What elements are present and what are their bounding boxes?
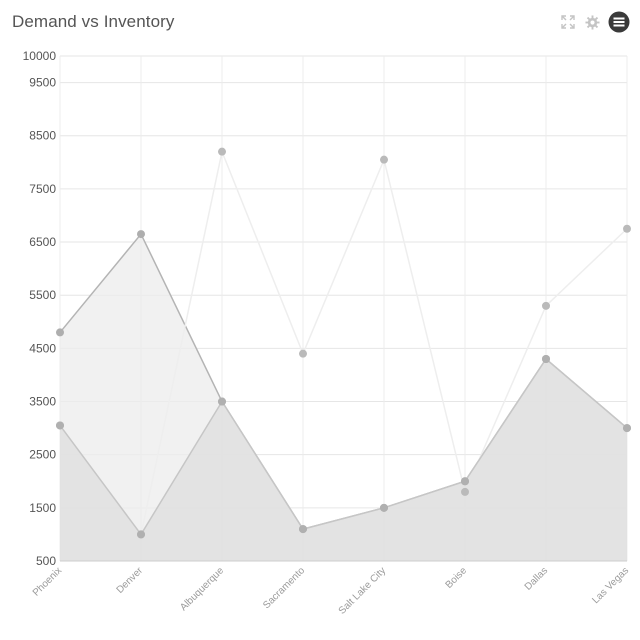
y-tick-label: 1500 <box>29 501 56 515</box>
gear-icon[interactable] <box>584 14 600 30</box>
series-2-point <box>542 301 550 310</box>
chart-toolbar <box>560 10 630 34</box>
series-3-line <box>59 357 628 536</box>
y-tick-label: 9500 <box>29 76 56 90</box>
menu-icon[interactable] <box>608 11 630 33</box>
y-tick-label: 2500 <box>29 448 56 462</box>
series-1-point <box>56 328 64 337</box>
series-2-line <box>59 149 628 537</box>
x-tick-label: Sacramento <box>261 565 307 611</box>
chart-title: Demand vs Inventory <box>12 12 175 31</box>
y-tick-label: 3500 <box>29 395 56 409</box>
y-tick-label: 6500 <box>29 235 56 249</box>
y-tick-label: 4500 <box>29 341 56 355</box>
y-tick-label: 500 <box>36 554 56 568</box>
series-2-point <box>380 155 388 164</box>
x-tick-label: Las Vegas <box>590 565 631 606</box>
series-3-point <box>461 477 469 486</box>
series-2-point <box>623 224 631 233</box>
series-3-point <box>56 421 64 430</box>
series-3-point <box>137 530 145 539</box>
series-3-point <box>380 503 388 512</box>
series-2-point <box>218 147 226 156</box>
series-1-point <box>137 230 145 239</box>
x-tick-label: Boise <box>444 565 470 591</box>
x-tick-label: Denver <box>115 565 146 596</box>
y-tick-label: 7500 <box>29 182 56 196</box>
series-3-point <box>218 397 226 406</box>
series-3-point <box>623 424 631 433</box>
x-tick-label: Dallas <box>523 565 550 592</box>
series-2-point <box>461 487 469 496</box>
y-tick-label: 10000 <box>23 49 57 63</box>
series-2-point <box>299 349 307 358</box>
chart-header: Demand vs Inventory <box>0 0 640 46</box>
x-tick-label: Albuquerque <box>178 565 226 613</box>
series-3-point <box>299 525 307 534</box>
x-tick-label: Phoenix <box>31 565 64 598</box>
series-3-point <box>542 355 550 363</box>
series-3-area <box>60 359 627 561</box>
y-tick-label: 5500 <box>29 288 56 302</box>
x-tick-label: Salt Lake City <box>337 565 388 616</box>
expand-icon[interactable] <box>560 14 576 30</box>
y-tick-label: 8500 <box>29 129 56 143</box>
